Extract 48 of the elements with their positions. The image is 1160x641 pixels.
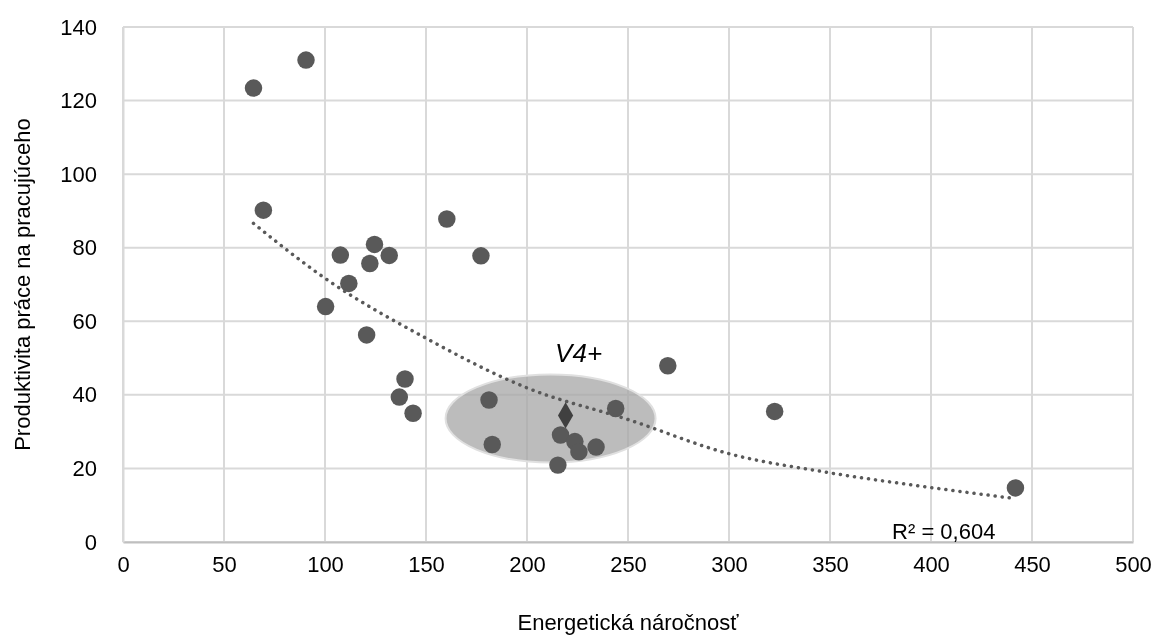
- point: [254, 201, 273, 219]
- point: [297, 51, 315, 69]
- point: [357, 326, 376, 344]
- y-tick-label: 60: [72, 308, 97, 334]
- annotation: R² = 0,604: [892, 518, 996, 544]
- point: [390, 388, 409, 406]
- x-tick-label: 350: [812, 551, 849, 577]
- x-tick-label: 0: [117, 551, 130, 577]
- x-tick-label: 150: [408, 551, 445, 577]
- y-tick-label: 140: [60, 14, 97, 40]
- x-tick-label: 450: [1014, 551, 1051, 577]
- x-tick-label: 200: [509, 551, 546, 577]
- point: [551, 426, 570, 444]
- x-tick-label: 500: [1115, 551, 1152, 577]
- y-tick-label: 0: [84, 529, 97, 555]
- x-axis-title: Energetická náročnosť: [517, 610, 740, 635]
- x-tick-label: 300: [711, 551, 748, 577]
- x-tick-label: 250: [610, 551, 647, 577]
- point: [316, 297, 335, 316]
- point: [1006, 479, 1025, 497]
- y-tick-label: 120: [60, 88, 97, 114]
- point: [587, 438, 605, 456]
- point: [570, 443, 588, 461]
- point: [480, 391, 498, 409]
- point: [765, 402, 784, 421]
- point: [549, 456, 567, 474]
- point: [396, 370, 414, 388]
- point: [606, 399, 625, 418]
- y-tick-label: 40: [72, 382, 97, 408]
- point: [331, 246, 350, 264]
- x-tick-label: 100: [307, 551, 344, 577]
- y-tick-label: 100: [60, 161, 97, 187]
- annotation: V4+: [555, 338, 603, 369]
- point: [380, 246, 398, 265]
- point: [659, 357, 677, 375]
- point: [404, 404, 422, 422]
- point: [340, 274, 358, 293]
- point: [244, 79, 263, 97]
- point: [361, 254, 379, 273]
- x-tick-label: 50: [212, 551, 237, 577]
- point: [483, 435, 501, 454]
- y-tick-label: 20: [72, 455, 97, 481]
- y-axis-title: Produktivita práce na pracujúceho: [10, 118, 35, 451]
- point: [472, 247, 490, 265]
- y-tick-label: 80: [72, 235, 97, 261]
- x-tick-label: 400: [913, 551, 950, 577]
- point: [365, 235, 384, 254]
- point: [438, 210, 456, 228]
